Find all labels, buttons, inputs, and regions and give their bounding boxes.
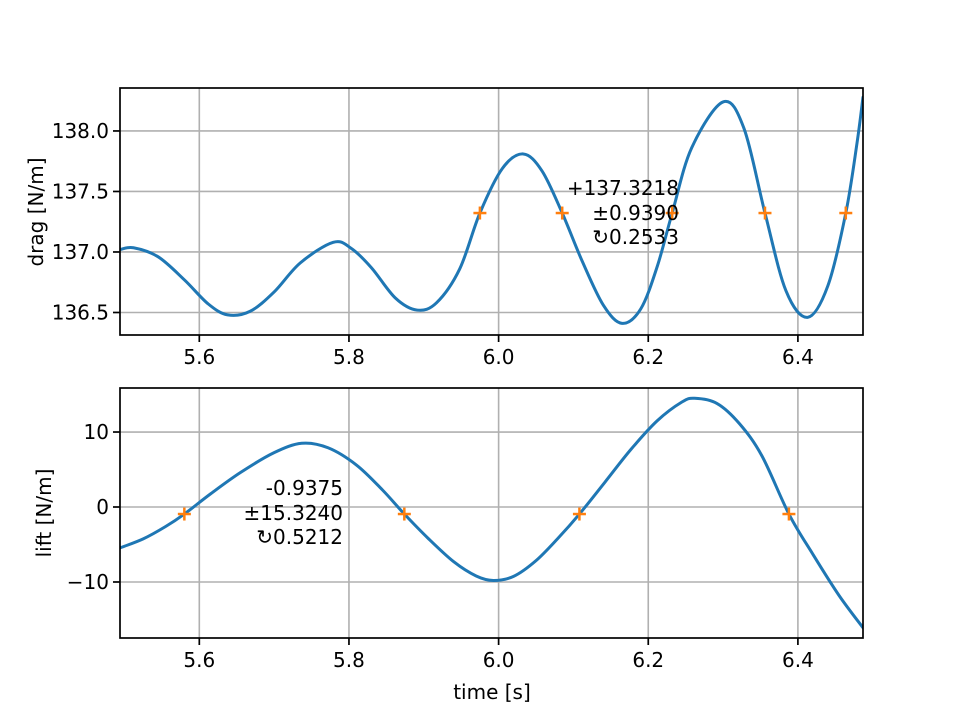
- y-tick-label: 0: [96, 495, 109, 519]
- y-tick-label: 137.5: [52, 179, 109, 203]
- drag-annotation: +137.3218 ±0.9390 ↻0.2533: [567, 176, 679, 250]
- annotation-line: ↻0.2533: [592, 225, 679, 249]
- drag-curve: [120, 95, 863, 325]
- lift-y-ticks: −10 0 10: [67, 420, 120, 594]
- annotation-line: -0.9375: [265, 476, 343, 500]
- x-tick-label: 6.0: [483, 648, 515, 672]
- x-tick-label: 5.6: [183, 345, 215, 369]
- lift-markers: [177, 507, 796, 521]
- drag-y-axis-label: drag [N/m]: [24, 157, 48, 267]
- annotation-line: ±15.3240: [243, 500, 343, 525]
- y-tick-label: 10: [84, 420, 109, 444]
- lift-curve: [120, 396, 863, 630]
- drag-axes-frame: [119, 87, 864, 336]
- lift-y-axis-label: lift [N/m]: [32, 468, 56, 558]
- lift-annotation: -0.9375 ±15.3240 ↻0.5212: [244, 476, 343, 550]
- annotation-line: +137.3218: [566, 176, 679, 200]
- y-tick-label: 137.0: [52, 240, 109, 264]
- y-tick-label: 138.0: [52, 119, 109, 143]
- annotation-line: ↻0.5212: [256, 525, 343, 549]
- lift-grid: [120, 388, 863, 638]
- x-tick-label: 5.8: [333, 648, 365, 672]
- lift-axes-frame: [119, 387, 864, 639]
- y-tick-label: 136.5: [52, 300, 109, 324]
- x-tick-label: 6.4: [782, 648, 814, 672]
- x-tick-label: 5.8: [333, 345, 365, 369]
- drag-y-ticks: 136.5 137.0 137.5 138.0: [52, 119, 120, 324]
- x-tick-label: 6.2: [632, 648, 664, 672]
- y-tick-label: −10: [67, 570, 109, 594]
- x-tick-label: 5.6: [183, 648, 215, 672]
- annotation-line: ±0.9390: [592, 200, 679, 225]
- x-tick-label: 6.0: [483, 345, 515, 369]
- x-axis-label: time [s]: [453, 680, 531, 704]
- x-tick-label: 6.4: [782, 345, 814, 369]
- lift-x-ticks: 5.6 5.8 6.0 6.2 6.4: [183, 638, 814, 672]
- drag-markers: [473, 206, 853, 220]
- drag-grid: [120, 88, 863, 335]
- drag-x-ticks: 5.6 5.8 6.0 6.2 6.4: [183, 335, 814, 369]
- x-tick-label: 6.2: [632, 345, 664, 369]
